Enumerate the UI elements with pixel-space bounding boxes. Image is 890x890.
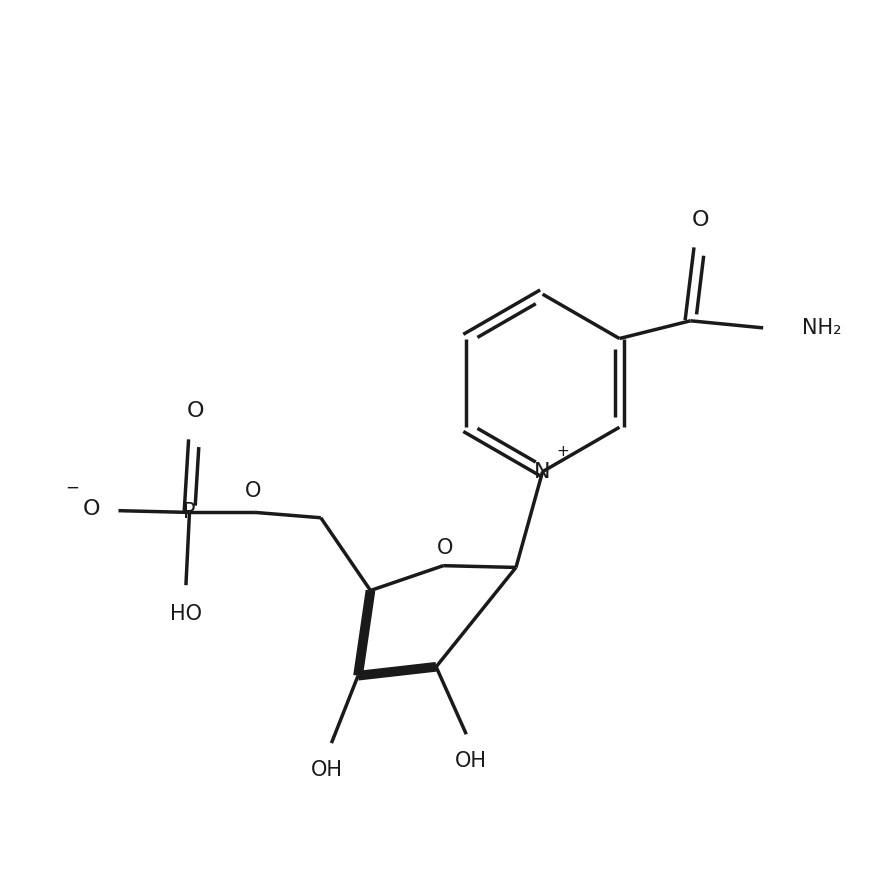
- Text: P: P: [183, 503, 196, 522]
- Text: OH: OH: [311, 760, 343, 780]
- Text: O: O: [692, 210, 709, 230]
- Text: HO: HO: [170, 603, 202, 624]
- Text: O: O: [83, 499, 101, 519]
- Text: O: O: [187, 401, 205, 421]
- Text: O: O: [437, 538, 453, 558]
- Text: NH₂: NH₂: [802, 318, 842, 338]
- Text: O: O: [245, 481, 262, 501]
- Text: +: +: [556, 444, 570, 458]
- Text: N: N: [534, 462, 551, 481]
- Text: −: −: [66, 479, 79, 497]
- Text: OH: OH: [455, 751, 487, 771]
